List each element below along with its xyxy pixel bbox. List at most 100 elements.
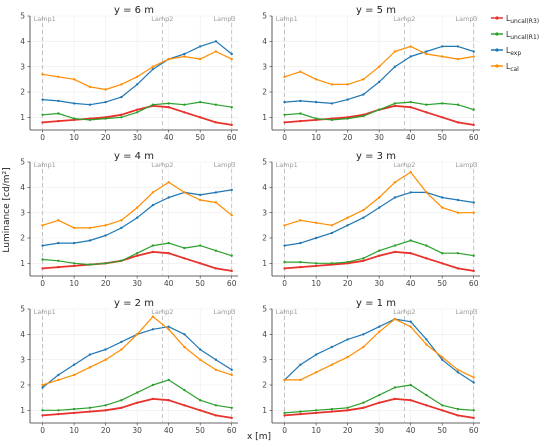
y-tick-label: 4	[262, 37, 267, 46]
data-point-L_exp	[120, 95, 123, 99]
y-tick-label: 4	[262, 330, 267, 339]
data-point-L_uncal_R3	[283, 267, 286, 270]
data-point-L_uncal_R3	[472, 416, 475, 420]
y-tick-label: 3	[20, 62, 25, 71]
data-point-L_cal	[72, 78, 76, 81]
data-point-L_cal	[41, 383, 44, 387]
data-point-L_exp	[456, 198, 460, 202]
data-point-L_exp	[299, 241, 302, 245]
data-point-L_cal	[136, 206, 139, 209]
data-point-L_exp	[425, 50, 428, 53]
data-point-L_exp	[283, 100, 286, 104]
y-tick-label: 4	[20, 183, 25, 192]
data-point-L_cal	[104, 358, 107, 361]
data-point-L_uncal_R1	[214, 404, 218, 407]
lamp-label: Lamp1	[276, 161, 298, 169]
data-point-L_exp	[88, 353, 92, 356]
data-point-L_uncal_R3	[214, 121, 218, 124]
y-axis-title: Luminance [cd/m²]	[2, 167, 12, 252]
y-tick-label: 2	[262, 381, 267, 390]
data-point-L_uncal_R3	[425, 257, 428, 260]
data-point-L_uncal_R1	[441, 102, 444, 105]
data-point-L_cal	[183, 345, 186, 349]
data-point-L_cal	[151, 65, 155, 68]
x-tick-label: 30	[132, 279, 142, 288]
data-point-L_cal	[409, 170, 412, 174]
data-point-L_uncal_R1	[41, 113, 44, 117]
data-point-L_exp	[183, 52, 186, 56]
data-point-L_exp	[299, 99, 302, 103]
x-tick-label: 60	[469, 426, 479, 435]
x-tick-label: 0	[282, 426, 287, 435]
data-point-L_cal	[72, 373, 76, 377]
data-point-L_uncal_R1	[57, 112, 60, 115]
data-point-L_exp	[57, 99, 60, 103]
data-point-L_exp	[472, 381, 475, 384]
x-tick-label: 60	[227, 426, 237, 435]
x-tick-label: 0	[40, 426, 45, 435]
data-point-L_cal	[472, 376, 475, 379]
data-point-L_uncal_R1	[393, 244, 397, 247]
data-point-L_exp	[456, 371, 460, 374]
data-point-L_cal	[167, 181, 170, 184]
data-point-L_uncal_R3	[230, 123, 233, 127]
data-point-L_uncal_R3	[441, 409, 444, 412]
data-point-L_exp	[199, 45, 202, 48]
data-point-L_exp	[57, 241, 60, 245]
y-tick-label: 1	[262, 259, 267, 268]
data-point-L_uncal_R1	[136, 391, 139, 394]
data-point-L_cal	[120, 348, 123, 351]
panel-2: 0 10 20 30 40 50 60 1 2 3 4 5 Lamp1 Lamp2 Lamp3 y = 5 m	[262, 5, 480, 142]
data-point-L_uncal_R1	[104, 404, 107, 407]
data-point-L_uncal_R3	[104, 409, 107, 412]
data-point-L_uncal_R3	[41, 414, 44, 417]
data-point-L_exp	[230, 188, 233, 192]
data-point-L_uncal_R3	[136, 254, 139, 257]
data-point-L_uncal_R1	[393, 386, 397, 389]
data-point-L_exp	[472, 201, 475, 204]
panel-6: 0 10 20 30 40 50 60 1 2 3 4 5 Lamp1 Lamp2 Lamp3 y = 1 m	[262, 298, 480, 435]
data-point-L_exp	[41, 98, 44, 101]
data-point-L_cal	[214, 50, 218, 53]
data-point-L_cal	[472, 55, 475, 58]
data-point-L_uncal_R1	[72, 262, 76, 265]
x-tick-label: 40	[406, 426, 416, 435]
y-tick-label: 5	[262, 12, 267, 21]
data-point-L_uncal_R3	[472, 269, 475, 273]
data-point-L_exp	[314, 236, 318, 240]
data-point-L_exp	[393, 196, 397, 199]
data-point-L_cal	[299, 378, 302, 382]
data-point-L_exp	[330, 231, 334, 235]
x-axis-title: x [m]	[247, 432, 271, 442]
data-point-L_uncal_R1	[346, 406, 349, 409]
legend-label: Luncal(R3)	[506, 14, 539, 25]
x-tick-label: 10	[69, 133, 79, 142]
data-point-L_uncal_R3	[441, 262, 444, 265]
data-point-L_uncal_R3	[456, 414, 460, 417]
data-point-L_cal	[425, 52, 428, 56]
x-tick-label: 50	[195, 133, 205, 142]
y-tick-label: 3	[262, 62, 267, 71]
x-tick-label: 50	[195, 426, 205, 435]
data-point-L_cal	[283, 378, 286, 382]
data-point-L_exp	[41, 244, 44, 247]
data-point-L_cal	[214, 201, 218, 204]
data-point-L_cal	[409, 45, 412, 48]
data-point-L_uncal_R1	[57, 409, 60, 412]
x-tick-label: 20	[343, 426, 353, 435]
x-tick-label: 0	[282, 279, 287, 288]
data-point-L_uncal_R3	[151, 250, 155, 254]
data-point-L_uncal_R3	[409, 252, 412, 255]
x-tick-label: 60	[227, 133, 237, 142]
y-tick-label: 4	[262, 183, 267, 192]
data-point-L_uncal_R3	[57, 119, 60, 123]
data-point-L_uncal_R1	[214, 249, 218, 252]
data-point-L_uncal_R1	[167, 102, 170, 105]
data-point-L_exp	[441, 358, 444, 361]
y-tick-label: 1	[20, 406, 25, 415]
data-point-L_uncal_R1	[330, 262, 334, 265]
y-tick-label: 2	[262, 234, 267, 243]
data-point-L_uncal_R1	[214, 103, 218, 106]
data-point-L_cal	[314, 78, 318, 81]
